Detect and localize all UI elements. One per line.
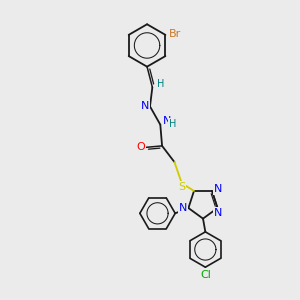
Text: N: N bbox=[163, 116, 171, 126]
Text: N: N bbox=[214, 208, 223, 218]
Text: S: S bbox=[178, 182, 185, 192]
Text: Cl: Cl bbox=[200, 269, 211, 280]
Text: N: N bbox=[179, 203, 187, 213]
Text: O: O bbox=[136, 142, 145, 152]
Text: H: H bbox=[169, 119, 176, 129]
Text: N: N bbox=[214, 184, 222, 194]
Text: Br: Br bbox=[169, 29, 181, 39]
Text: H: H bbox=[157, 79, 164, 89]
Text: N: N bbox=[140, 101, 149, 111]
